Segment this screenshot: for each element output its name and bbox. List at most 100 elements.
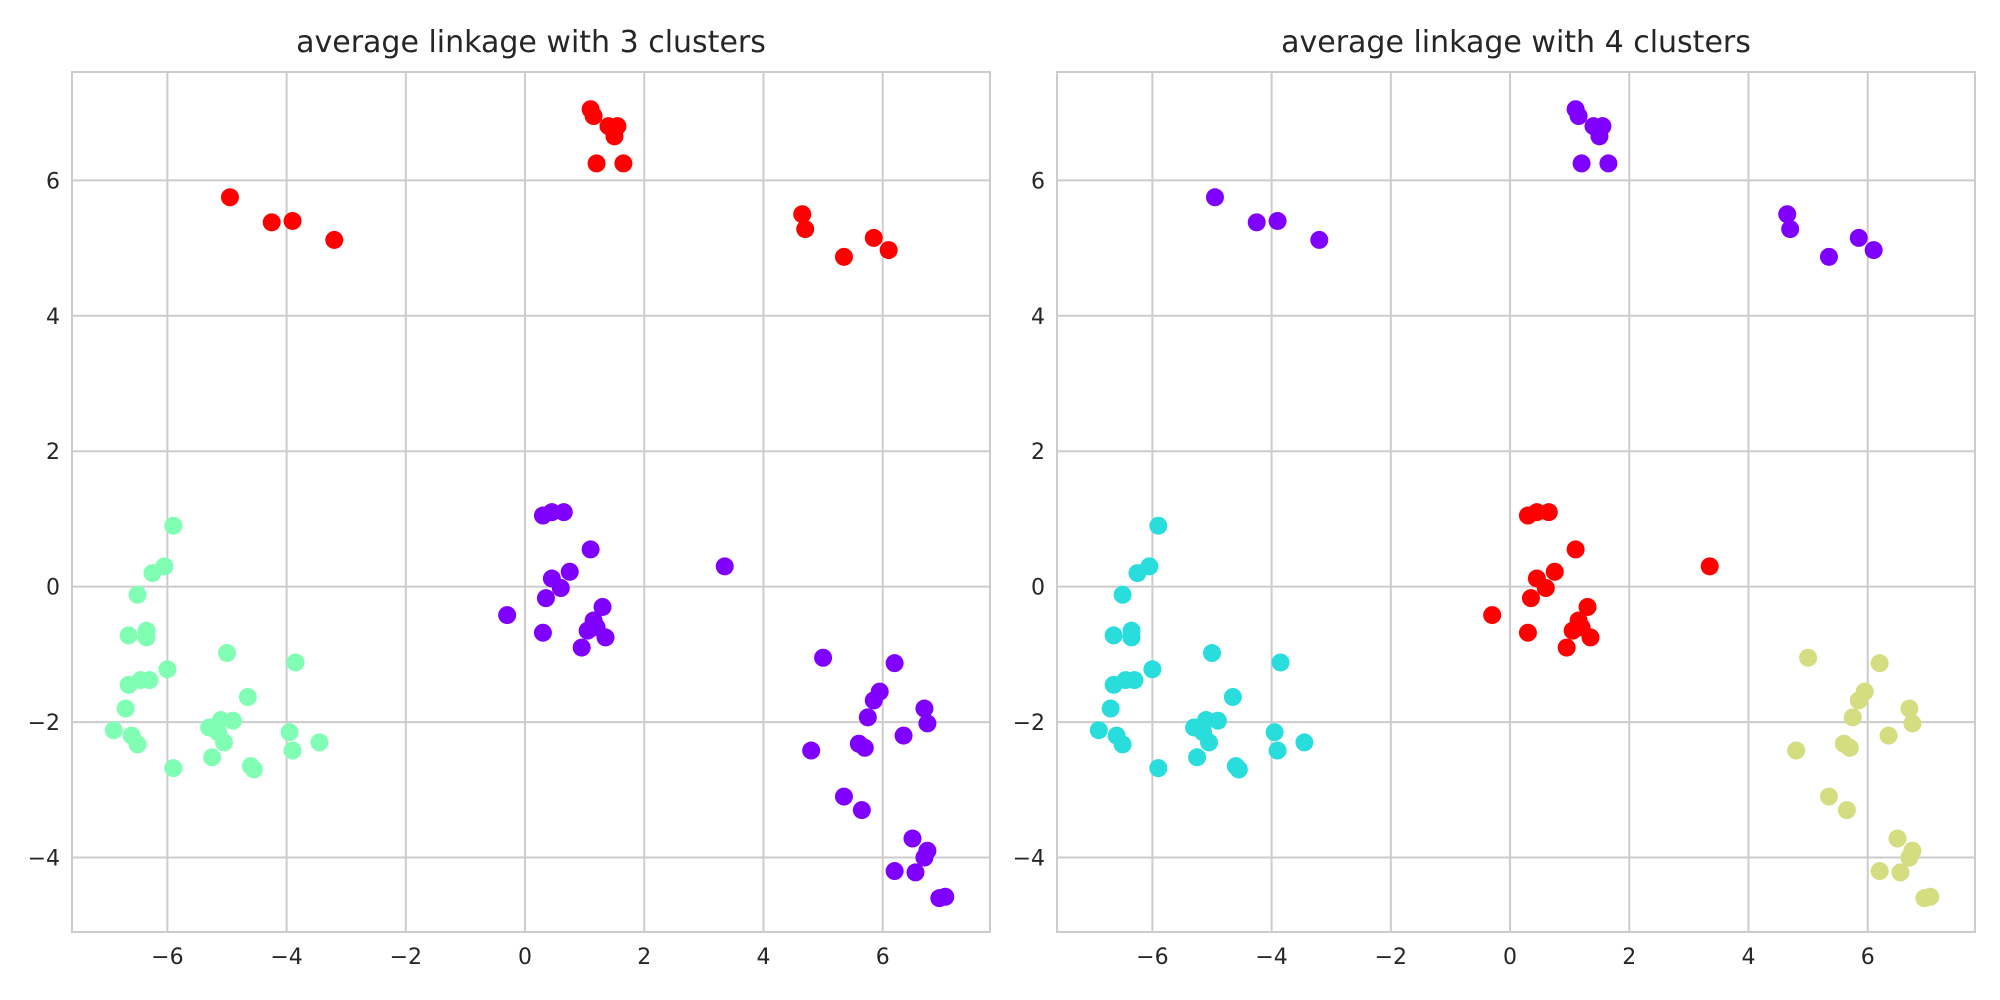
scatter-point [1581, 628, 1600, 647]
scatter-point [894, 726, 913, 745]
scatter-point [834, 247, 853, 266]
scatter-point [1849, 691, 1868, 710]
scatter-point [581, 540, 600, 559]
scatter-point [1268, 741, 1287, 760]
gridlines [1057, 72, 1975, 932]
scatter-point [1149, 516, 1168, 535]
scatter-point [1545, 562, 1564, 581]
scatter-point [1837, 801, 1856, 820]
scatter-point [283, 211, 302, 230]
scatter-point [220, 188, 239, 207]
x-tick-label: 0 [518, 945, 532, 970]
scatter-point [119, 675, 138, 694]
scatter-point [1265, 723, 1284, 742]
scatter-point [215, 733, 234, 752]
scatter-point [814, 648, 833, 667]
scatter-point [596, 628, 615, 647]
scatter-point [918, 714, 937, 733]
scatter-point [217, 644, 236, 663]
scatter-point [1104, 626, 1123, 645]
scatter-point [164, 516, 183, 535]
scatter-point [1143, 660, 1162, 679]
gridlines [72, 72, 990, 932]
scatter-point [533, 623, 552, 642]
y-tick-label: 2 [46, 440, 60, 465]
scatter-point [578, 621, 597, 640]
scatter-point [614, 154, 633, 173]
tick-labels: −6 −4 −2 0 2 4 6 −4 −2 0 2 4 6 [1013, 169, 1875, 970]
scatter-point [802, 741, 821, 760]
scatter-point [286, 653, 305, 672]
y-tick-label: −2 [1013, 711, 1045, 736]
scatter-point [1599, 154, 1618, 173]
scatter-point [1208, 711, 1227, 730]
y-tick-label: −4 [28, 847, 60, 872]
x-tick-label: 4 [756, 945, 770, 970]
scatter-point [137, 628, 156, 647]
scatter-point [915, 699, 934, 718]
scatter-point [834, 787, 853, 806]
scatter-point [1113, 585, 1132, 604]
scatter-point [551, 579, 570, 597]
scatter-point [128, 735, 147, 754]
scatter-point [1223, 688, 1242, 707]
x-tick-label: −4 [270, 945, 302, 970]
y-tick-label: 4 [1031, 305, 1045, 330]
scatter-point [1566, 540, 1585, 559]
y-tick-label: 2 [1031, 440, 1045, 465]
scatter-point [1149, 759, 1168, 778]
scatter-point [1539, 503, 1558, 522]
subplot-3-clusters: average linkage with 3 clusters −6 −4 −2 0 2… [28, 25, 991, 970]
scatter-point [119, 626, 138, 645]
scatter-point [1891, 863, 1910, 882]
scatter-point [1787, 741, 1806, 760]
scatter-point [1122, 628, 1141, 647]
scatter-point [158, 660, 177, 679]
scatter-point [885, 862, 904, 881]
scatter-point [310, 733, 329, 752]
scatter-point [104, 721, 123, 740]
scatter-point [879, 241, 898, 260]
x-tick-label: −4 [1255, 945, 1287, 970]
scatter-point [1569, 107, 1588, 126]
scatter-point [1819, 787, 1838, 806]
scatter-point [1900, 699, 1919, 718]
scatter-point [1781, 220, 1800, 239]
scatter-point [1870, 654, 1889, 673]
scatter-point [280, 723, 299, 742]
x-tick-label: 4 [1741, 945, 1755, 970]
scatter-point [116, 699, 135, 718]
scatter-point [1521, 589, 1540, 608]
scatter-point [1557, 638, 1576, 657]
scatter-points [1089, 100, 1940, 908]
scatter-point [936, 887, 955, 906]
x-tick-label: −2 [1375, 945, 1407, 970]
scatter-point [325, 230, 344, 249]
plot-area-frame [71, 71, 991, 933]
scatter-point [244, 760, 263, 779]
scatter-point [855, 738, 874, 757]
scatter-point [1271, 653, 1290, 672]
scatter-point [1888, 829, 1907, 848]
subplot-4-clusters: average linkage with 4 clusters −6 −4 −2 0 2… [1013, 25, 1976, 970]
scatter-point [203, 748, 222, 767]
scatter-point [283, 741, 302, 760]
scatter-point [1310, 230, 1329, 249]
y-tick-label: −4 [1013, 847, 1045, 872]
scatter-point [1202, 644, 1221, 663]
chart-title: average linkage with 4 clusters [1281, 25, 1751, 60]
x-tick-label: 2 [637, 945, 651, 970]
scatter-point [1849, 228, 1868, 247]
y-tick-label: 6 [46, 169, 60, 194]
x-tick-label: 0 [1503, 945, 1517, 970]
scatter-point [1229, 760, 1248, 779]
scatter-point [1590, 127, 1609, 146]
scatter-point [1536, 579, 1555, 597]
scatter-point [605, 127, 624, 146]
scatter-point [915, 848, 934, 867]
scatter-points [104, 100, 955, 908]
scatter-point [796, 220, 815, 239]
scatter-point [140, 671, 159, 690]
y-tick-label: 0 [1031, 576, 1045, 601]
y-tick-label: 6 [1031, 169, 1045, 194]
